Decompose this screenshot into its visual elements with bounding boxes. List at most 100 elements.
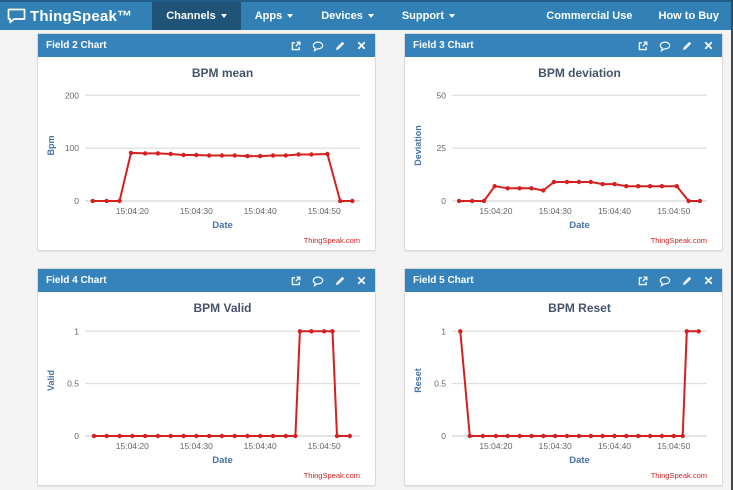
external-link-icon[interactable]: [290, 275, 302, 287]
svg-text:Valid: Valid: [46, 370, 56, 391]
panel-body: BPM mean 0 100 200 15:04:20 15:04:30 15:04:40 1…: [38, 57, 375, 250]
close-icon[interactable]: [703, 40, 714, 51]
svg-text:0: 0: [74, 431, 79, 441]
close-icon[interactable]: [356, 40, 367, 51]
nav-item-label: Channels: [166, 10, 216, 22]
svg-text:0: 0: [441, 196, 446, 206]
chart-bpm-valid: BPM Valid 0 0.5 1 15:04:20 15:04:30 15:04:40 15…: [41, 295, 372, 481]
comment-icon[interactable]: [312, 40, 324, 52]
panel-field-5-chart: Field 5 Chart BPM Reset 0 0.5 1 15:04:20 15:0…: [404, 268, 723, 486]
edit-icon[interactable]: [334, 275, 346, 287]
svg-text:15:04:50: 15:04:50: [308, 206, 341, 216]
panel-header: Field 5 Chart: [405, 269, 722, 292]
svg-text:15:04:50: 15:04:50: [308, 441, 341, 451]
svg-text:15:04:30: 15:04:30: [180, 441, 213, 451]
svg-text:ThingSpeak.com: ThingSpeak.com: [304, 236, 360, 245]
caret-down-icon: [287, 14, 294, 18]
charts-grid: Field 2 Chart BPM mean 0 100 200 15:04:20 15:…: [37, 33, 731, 486]
edit-icon[interactable]: [681, 275, 693, 287]
edit-icon[interactable]: [334, 40, 346, 52]
svg-text:Reset: Reset: [413, 368, 423, 393]
external-link-icon[interactable]: [637, 40, 649, 52]
svg-text:15:04:40: 15:04:40: [598, 206, 631, 216]
panel-body: BPM Valid 0 0.5 1 15:04:20 15:04:30 15:04:40 15…: [38, 292, 375, 485]
svg-text:25: 25: [437, 143, 447, 153]
nav-item-apps[interactable]: Apps: [241, 2, 308, 30]
chart-bpm-mean: BPM mean 0 100 200 15:04:20 15:04:30 15:04:40 1…: [41, 60, 372, 246]
panel-field-4-chart: Field 4 Chart BPM Valid 0 0.5 1 15:04:20 15:0…: [37, 268, 376, 486]
svg-text:15:04:50: 15:04:50: [657, 441, 690, 451]
nav-item-label: Support: [401, 10, 444, 22]
edit-icon[interactable]: [681, 40, 693, 52]
nav-item-commercial-use[interactable]: Commercial Use: [546, 10, 633, 22]
caret-down-icon: [449, 14, 455, 18]
svg-text:15:04:30: 15:04:30: [539, 206, 572, 216]
panel-title: Field 2 Chart: [46, 40, 107, 51]
comment-icon[interactable]: [659, 40, 671, 52]
svg-text:0: 0: [441, 431, 446, 441]
svg-text:Bpm: Bpm: [46, 136, 56, 156]
svg-text:Deviation: Deviation: [413, 125, 423, 166]
panel-actions: [290, 275, 367, 287]
external-link-icon[interactable]: [290, 40, 302, 52]
svg-text:15:04:40: 15:04:40: [244, 441, 277, 451]
secondary-menu: Commercial Use How to Buy: [546, 2, 731, 30]
external-link-icon[interactable]: [637, 275, 649, 287]
svg-text:0.5: 0.5: [434, 379, 446, 389]
nav-item-label: Devices: [321, 10, 363, 22]
svg-text:Date: Date: [569, 455, 590, 466]
chart-bpm-deviation: BPM deviation 0 25 50 15:04:20 15:04:30 15:04:…: [408, 60, 719, 246]
svg-text:100: 100: [65, 143, 79, 153]
thingspeak-logo-icon: [7, 8, 26, 24]
panel-header: Field 3 Chart: [405, 34, 722, 57]
nav-item-label: Apps: [254, 10, 283, 22]
comment-icon[interactable]: [312, 275, 324, 287]
svg-text:Date: Date: [569, 220, 590, 231]
main-menu: Channels Apps Devices Support: [152, 2, 469, 30]
panel-title: Field 4 Chart: [46, 275, 107, 286]
svg-text:ThingSpeak.com: ThingSpeak.com: [651, 471, 707, 480]
panel-body: BPM Reset 0 0.5 1 15:04:20 15:04:30 15:04:40 15…: [405, 292, 722, 485]
close-icon[interactable]: [703, 275, 714, 286]
panel-header: Field 2 Chart: [38, 34, 375, 57]
svg-text:15:04:30: 15:04:30: [180, 206, 213, 216]
nav-item-channels[interactable]: Channels: [152, 2, 241, 30]
brand-text: ThingSpeak™: [30, 7, 133, 25]
brand-link[interactable]: ThingSpeak™: [0, 2, 138, 30]
svg-text:15:04:20: 15:04:20: [116, 441, 149, 451]
close-icon[interactable]: [356, 275, 367, 286]
panel-field-3-chart: Field 3 Chart BPM deviation 0 25 50 15:04:20…: [404, 33, 723, 251]
nav-item-how-to-buy[interactable]: How to Buy: [658, 10, 720, 22]
svg-text:15:04:20: 15:04:20: [116, 206, 149, 216]
svg-text:50: 50: [437, 90, 447, 100]
svg-text:1: 1: [74, 326, 79, 336]
chart-bpm-reset: BPM Reset 0 0.5 1 15:04:20 15:04:30 15:04:40 15…: [408, 295, 719, 481]
panel-actions: [637, 40, 714, 52]
navbar: ThingSpeak™ Channels Apps Devices Suppor…: [0, 0, 731, 30]
nav-item-devices[interactable]: Devices: [307, 2, 388, 30]
panel-body: BPM deviation 0 25 50 15:04:20 15:04:30 15:04:…: [405, 57, 722, 250]
svg-text:1: 1: [441, 326, 446, 336]
comment-icon[interactable]: [659, 275, 671, 287]
caret-down-icon: [367, 14, 374, 18]
panel-field-2-chart: Field 2 Chart BPM mean 0 100 200 15:04:20 15:…: [37, 33, 376, 251]
panel-actions: [637, 275, 714, 287]
panel-title: Field 5 Chart: [413, 275, 474, 286]
svg-text:BPM Valid: BPM Valid: [193, 301, 251, 315]
nav-item-support[interactable]: Support: [388, 2, 469, 30]
svg-text:15:04:50: 15:04:50: [657, 206, 690, 216]
svg-text:15:04:20: 15:04:20: [479, 441, 512, 451]
svg-text:15:04:40: 15:04:40: [598, 441, 631, 451]
panel-title: Field 3 Chart: [413, 40, 474, 51]
svg-text:15:04:20: 15:04:20: [479, 206, 512, 216]
svg-text:0.5: 0.5: [67, 379, 79, 389]
svg-text:Date: Date: [212, 455, 233, 466]
panel-header: Field 4 Chart: [38, 269, 375, 292]
svg-text:BPM mean: BPM mean: [192, 66, 253, 80]
svg-text:ThingSpeak.com: ThingSpeak.com: [651, 236, 707, 245]
panel-actions: [290, 40, 367, 52]
dashboard-content: Field 2 Chart BPM mean 0 100 200 15:04:20 15:…: [0, 30, 731, 486]
svg-text:200: 200: [65, 90, 79, 100]
svg-text:0: 0: [74, 196, 79, 206]
caret-down-icon: [220, 14, 227, 18]
